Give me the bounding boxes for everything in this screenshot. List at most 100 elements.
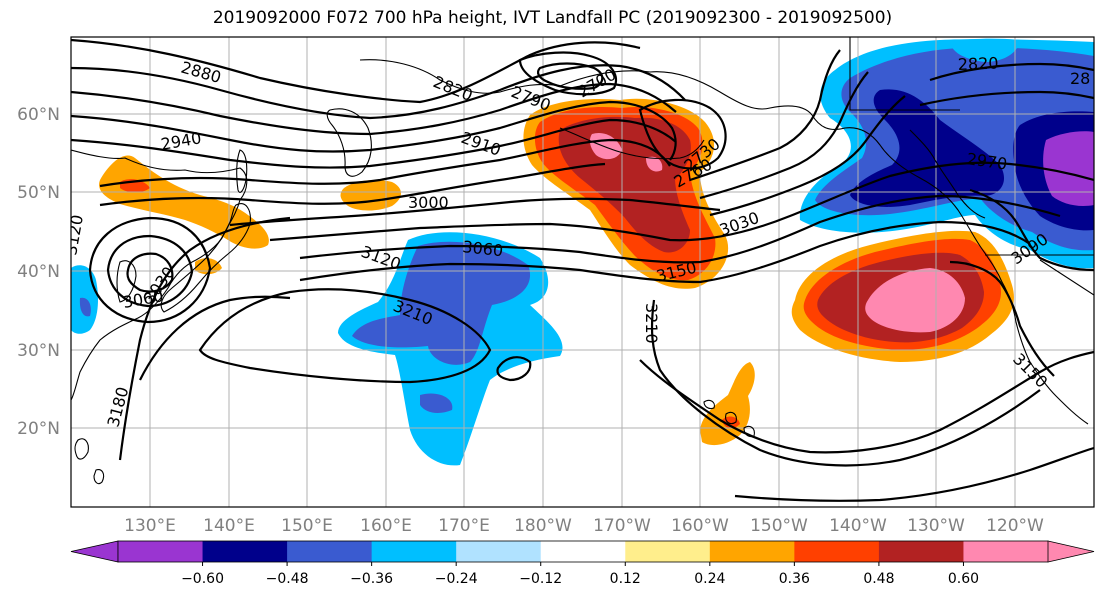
contour-line: [71, 118, 677, 169]
colorbar-tick-label: 0.12: [610, 571, 641, 587]
contour-line: [139, 295, 291, 381]
contour-line: [518, 51, 617, 96]
colorbar: −0.60 −0.48 −0.36 −0.24 −0.12 0.12 0.24 0.36 0.4…: [70, 540, 1095, 587]
negative-anomaly-east-purple: [1043, 131, 1094, 206]
lon-label-150w: 150°W: [750, 516, 808, 536]
map-title: 2019092000 F072 700 hPa height, IVT Land…: [212, 8, 893, 28]
ivt-positive-shading: [99, 98, 1014, 446]
colorbar-segment: [625, 541, 711, 562]
map-frame: [70, 36, 1095, 508]
contour-line: [269, 161, 1094, 242]
contour-line: [299, 194, 1061, 264]
contour-line: [709, 95, 906, 217]
colorbar-segment: [118, 541, 204, 562]
contour-line: [638, 98, 727, 170]
colorbar-tick-label: 0.48: [863, 571, 894, 587]
coastlines: [71, 37, 1094, 485]
negative-anomaly-west-edge-inner: [79, 297, 91, 317]
colorbar-tick-label: −0.48: [266, 571, 309, 587]
coastline-kamchatka: [326, 108, 372, 177]
coastline-philippines: [74, 438, 105, 485]
lon-label-180w: 180°W: [514, 516, 572, 536]
coastline-aleutians: [559, 127, 705, 160]
contour-line: [106, 234, 194, 308]
contour-line: [699, 71, 869, 200]
contour-line: [929, 62, 1094, 82]
negative-anomaly-central-pacific-inner: [352, 241, 531, 365]
longitude-labels: 130°E 140°E 150°E 160°E 170°E 180°W 170°…: [124, 516, 1044, 536]
contour-line: [639, 350, 1094, 454]
coastline-asia: [71, 149, 248, 401]
coastline-british-columbia: [909, 129, 986, 219]
contour-label: 28: [1070, 69, 1090, 88]
contour-line: [99, 162, 606, 207]
colorbar-tick-label: 0.36: [779, 571, 810, 587]
contour-line: [650, 299, 1041, 467]
positive-anomaly-north-pacific-pink2: [646, 156, 663, 172]
colorbar-border: [117, 540, 1049, 563]
lon-label-140e: 140°E: [203, 516, 255, 536]
coastline-alaska: [559, 70, 1089, 425]
contour-line: [71, 100, 677, 161]
lon-label-160e: 160°E: [360, 516, 412, 536]
colorbar-tick-label: −0.12: [519, 571, 562, 587]
contour-line: [71, 82, 677, 136]
contour-line: [99, 138, 671, 188]
colorbar-tick-label: −0.60: [181, 571, 224, 587]
height-contours: [71, 38, 1094, 502]
contour-line: [734, 446, 1094, 502]
coastline-sakhalin: [236, 149, 248, 193]
contour-line: [949, 260, 1055, 377]
positive-anomaly-hawaii: [700, 362, 755, 446]
colorbar-segment: [963, 541, 1049, 562]
contour-line: [229, 197, 721, 227]
contour-line: [126, 252, 174, 293]
contour-line: [88, 216, 212, 324]
colorbar-tick-label: 0.60: [948, 571, 979, 587]
contour-line: [71, 38, 641, 104]
colorbar-segment: [456, 541, 542, 562]
positive-anomaly-japan: [99, 155, 269, 249]
colorbar-tick-label: −0.24: [435, 571, 478, 587]
negative-anomaly-north-light: [950, 38, 1020, 62]
lat-label-30n: 30°N: [17, 341, 60, 361]
colorbar-segment: [202, 541, 288, 562]
lon-label-120w: 120°W: [986, 516, 1044, 536]
contour-label: 3000: [408, 193, 449, 212]
ivt-negative-shading: [71, 38, 1094, 466]
positive-anomaly-hawaii-red: [722, 416, 740, 429]
contour-label: 2820: [957, 54, 998, 74]
lon-label-150e: 150°E: [281, 516, 333, 536]
lon-label-140w: 140°W: [829, 516, 887, 536]
lon-label-130w: 130°W: [907, 516, 965, 536]
colorbar-tick-label: 0.24: [694, 571, 725, 587]
positive-anomaly-california-pink: [865, 268, 965, 333]
contour-line: [198, 288, 492, 384]
lon-label-170w: 170°W: [593, 516, 651, 536]
colorbar-segment: [287, 541, 373, 562]
contour-line: [969, 188, 1094, 272]
lon-label-130e: 130°E: [124, 516, 176, 536]
contour-line: [496, 356, 532, 382]
lon-label-160w: 160°W: [671, 516, 729, 536]
lat-label-50n: 50°N: [17, 183, 60, 203]
lat-label-60n: 60°N: [17, 105, 60, 125]
lat-label-40n: 40°N: [17, 262, 60, 282]
colorbar-segment: [878, 541, 964, 562]
contour-label: 3210: [642, 303, 661, 344]
contour-line: [537, 62, 604, 90]
lat-label-20n: 20°N: [17, 419, 60, 439]
colorbar-extend-low: [70, 540, 119, 563]
colorbar-tick-label: −0.36: [350, 571, 393, 587]
colorbar-segment: [540, 541, 626, 562]
latitude-labels: 20°N 30°N 40°N 50°N 60°N: [17, 105, 60, 439]
contour-line: [299, 220, 1031, 284]
colorbar-segment: [371, 541, 457, 562]
contour-line: [71, 64, 686, 120]
negative-anomaly-central-pacific-south: [420, 393, 453, 413]
lon-label-170e: 170°E: [438, 516, 490, 536]
contour-line: [919, 90, 1094, 107]
contour-label: 3060: [462, 237, 504, 260]
colorbar-segment: [794, 541, 880, 562]
